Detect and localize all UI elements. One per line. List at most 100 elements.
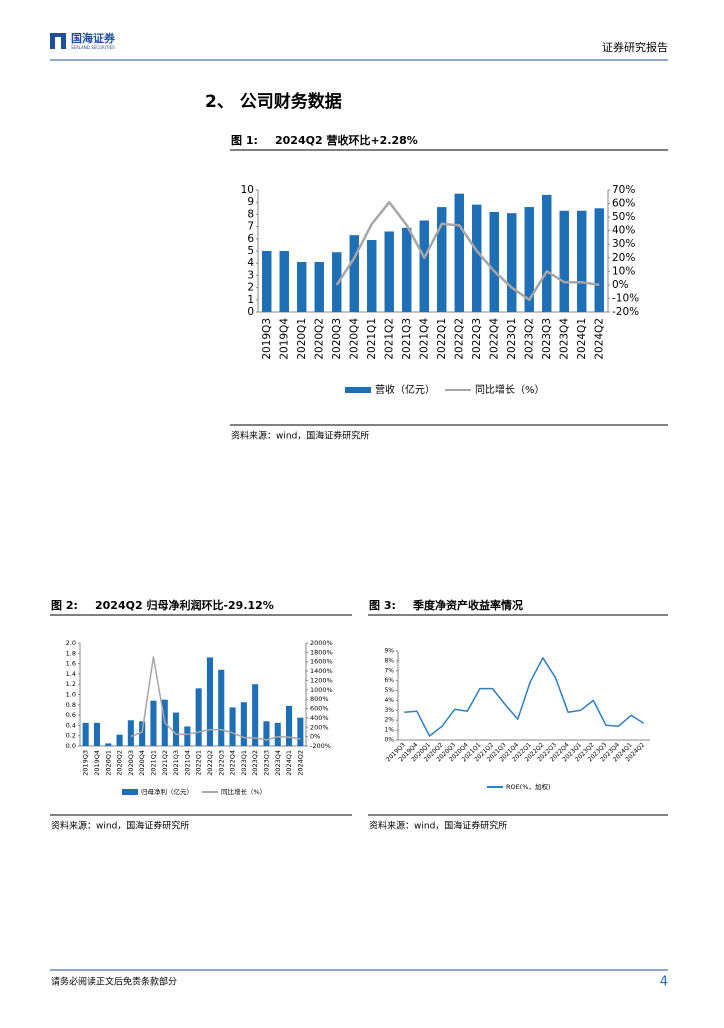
x-tick-label: 2020Q4 [138, 750, 146, 776]
x-tick-label: 2022Q4 [229, 750, 237, 776]
bar [127, 720, 134, 746]
bar [172, 712, 180, 746]
y-tick-label: 1% [384, 727, 394, 734]
x-tick-label: 2022Q1 [195, 750, 203, 776]
x-tick-label: 2023Q3 [541, 318, 553, 360]
bar [489, 211, 499, 312]
y-tick-label: 10 [241, 184, 254, 196]
y-tick-label: 2 [247, 282, 254, 294]
y2-tick-label: 20% [612, 252, 635, 264]
figure-label: 图 3: [369, 599, 396, 612]
legend-swatch [345, 387, 371, 393]
y2-tick-label: 0% [612, 279, 629, 291]
y2-tick-label: 800% [310, 695, 329, 703]
y-tick-label: 4% [384, 697, 394, 704]
legend-label: 归母净利（亿元） [141, 787, 193, 796]
x-tick-label: 2023Q2 [251, 750, 259, 776]
bar [454, 193, 464, 312]
x-tick-label: 2022Q3 [471, 318, 483, 360]
y2-tick-label: 40% [612, 225, 635, 237]
bar [116, 734, 123, 746]
x-tick-label: 2023Q1 [240, 750, 248, 776]
logo-mark-cut [55, 37, 61, 49]
y2-tick-label: 2000% [310, 639, 333, 647]
y-tick-label: 3 [247, 269, 254, 281]
bar [184, 726, 191, 746]
figure-3: 图 3: 季度净资产收益率情况 资料来源：wind，国海证券研究所 [368, 598, 668, 832]
x-tick-label: 2021Q1 [366, 318, 378, 360]
bar [274, 722, 281, 746]
legend-label: 营收（亿元） [375, 383, 435, 396]
legend-label: 同比增长（%） [221, 787, 266, 796]
y2-tick-label: -20% [612, 306, 639, 318]
bar [437, 207, 447, 312]
x-tick-label: 2020Q1 [296, 318, 308, 360]
bar [349, 235, 359, 312]
bar [262, 251, 272, 312]
figure-title: 季度净资产收益率情况 [412, 598, 523, 612]
x-tick-label: 2021Q4 [183, 750, 191, 776]
y-tick-label: 0 [247, 306, 254, 318]
y2-tick-label: 0% [310, 733, 320, 741]
bar [332, 252, 342, 312]
x-tick-label: 2021Q1 [149, 750, 157, 776]
x-tick-label: 2022Q4 [488, 318, 500, 360]
bar [139, 721, 146, 746]
y-tick-label: 8% [384, 657, 394, 664]
x-tick-label: 2020Q2 [116, 750, 124, 776]
y2-tick-label: -10% [612, 292, 639, 304]
y-tick-label: 0.0 [66, 742, 76, 750]
y-tick-label: 1.0 [66, 691, 76, 699]
logo-sub: SEALAND SECURITIES [71, 45, 115, 50]
bar [82, 722, 89, 746]
y2-tick-label: 1600% [310, 658, 333, 666]
legend-swatch [122, 789, 138, 795]
y-tick-label: 2% [384, 717, 394, 724]
figure-title: 2024Q2 归母净利润环比-29.12% [95, 598, 274, 612]
bar [297, 261, 307, 312]
x-tick-label: 2023Q3 [262, 750, 270, 776]
x-tick-label: 2020Q3 [127, 750, 135, 776]
y2-tick-label: 70% [612, 184, 635, 196]
figure-1: 图 1: 2024Q2 营收环比+2.28% 资料来源：wind，国海证券研究所 [230, 133, 668, 442]
line [404, 657, 645, 737]
y2-tick-label: -200% [310, 742, 331, 750]
y2-tick-label: 1000% [310, 686, 333, 694]
figure-2: 图 2: 2024Q2 归母净利润环比-29.12% 资料来源：wind，国海证… [50, 598, 352, 832]
x-tick-label: 2023Q4 [274, 750, 282, 776]
bar [263, 721, 270, 746]
y2-tick-label: 1200% [310, 676, 333, 684]
figure-label: 图 1: [231, 134, 258, 147]
x-tick-label: 2020Q3 [331, 318, 343, 360]
header: 国海证券 SEALAND SECURITIES 证券研究报告 [50, 31, 668, 61]
y-tick-label: 6% [384, 677, 394, 684]
x-tick-label: 2019Q3 [82, 750, 90, 776]
x-tick-label: 2022Q3 [217, 750, 225, 776]
y-tick-label: 0.4 [66, 721, 76, 729]
bar [524, 207, 534, 312]
y-tick-label: 0% [384, 737, 394, 744]
figure-source: 资料来源：wind，国海证券研究所 [231, 430, 369, 442]
x-tick-label: 2022Q1 [436, 318, 448, 360]
y2-tick-label: 50% [612, 211, 635, 223]
x-tick-label: 2021Q3 [172, 750, 180, 776]
y2-tick-label: 1800% [310, 648, 333, 656]
y2-tick-label: 1400% [310, 667, 333, 675]
bar [297, 717, 304, 746]
x-tick-label: 2019Q3 [261, 318, 273, 360]
y2-tick-label: 10% [612, 265, 635, 277]
x-tick-label: 2020Q2 [313, 318, 325, 360]
bar [559, 210, 569, 312]
x-tick-label: 2023Q1 [506, 318, 518, 360]
logo-text: 国海证券 [71, 31, 116, 45]
bar [93, 722, 101, 746]
x-tick-label: 2023Q4 [558, 318, 570, 360]
footer: 请务必阅读正文后免责条款部分 4 [50, 969, 668, 990]
legend-label: ROE(%，加权) [506, 782, 551, 791]
y-tick-label: 7 [247, 221, 254, 233]
figure-label: 图 2: [51, 599, 78, 612]
bar [279, 251, 289, 312]
x-tick-label: 2020Q1 [104, 750, 112, 776]
bar [577, 210, 587, 312]
line [130, 656, 301, 741]
